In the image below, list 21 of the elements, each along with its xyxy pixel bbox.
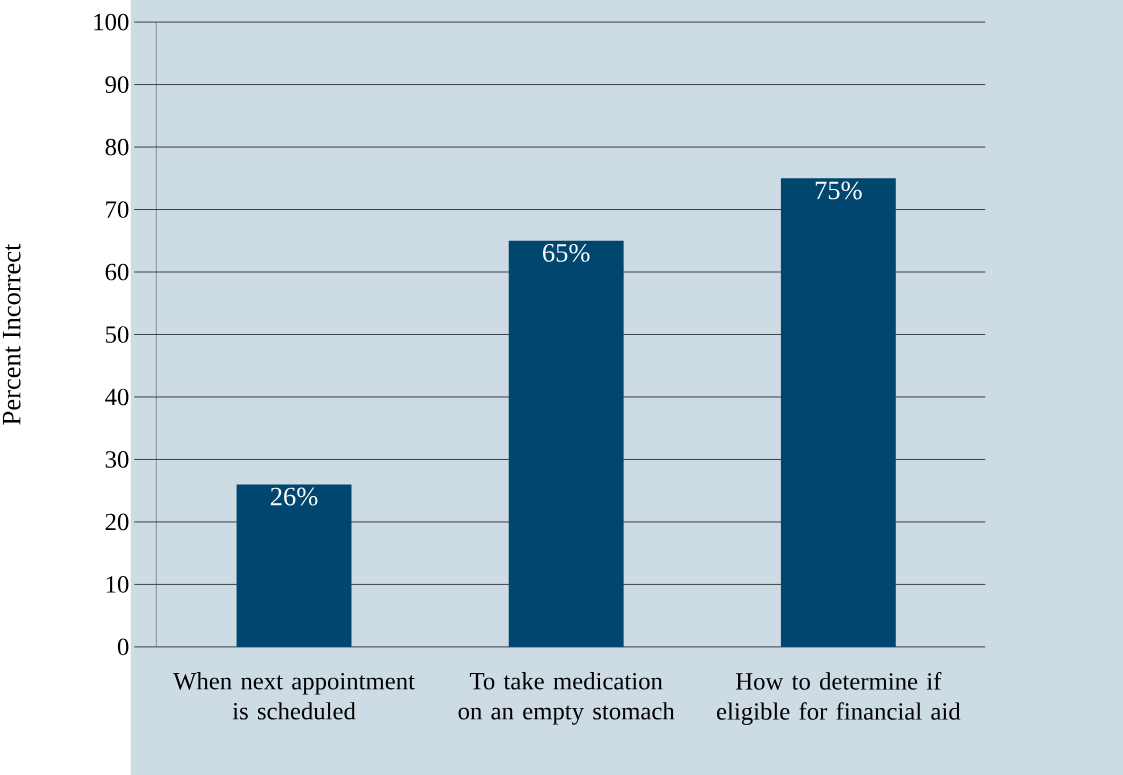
bar [780, 178, 896, 647]
y-tick-label: 40 [105, 388, 129, 406]
y-tick-label: 0 [117, 638, 129, 656]
y-tick-label: 10 [106, 576, 129, 593]
y-tick-label: 60 [105, 263, 129, 281]
x-tick-label: How to determine if eligible for financial aid [717, 672, 961, 725]
x-tick-label: When next appointment is scheduled [173, 672, 415, 720]
y-tick-label: 80 [105, 138, 129, 156]
bar [508, 240, 624, 647]
y-tick-label: 50 [106, 326, 129, 343]
y-tick-label: 90 [105, 76, 129, 93]
y-tick-label: 30 [105, 451, 129, 468]
data-label: 65% [543, 243, 590, 262]
y-tick-label: 100 [94, 13, 129, 31]
x-tick-label: To take medication on an empty stomach [458, 672, 675, 725]
y-tick-label: 70 [106, 201, 129, 218]
bar [236, 484, 352, 647]
data-label: 26% [270, 487, 318, 506]
y-axis-title: Percent Incorrect [2, 243, 21, 425]
y-tick-label: 20 [105, 513, 129, 531]
data-label: 75% [815, 181, 862, 200]
